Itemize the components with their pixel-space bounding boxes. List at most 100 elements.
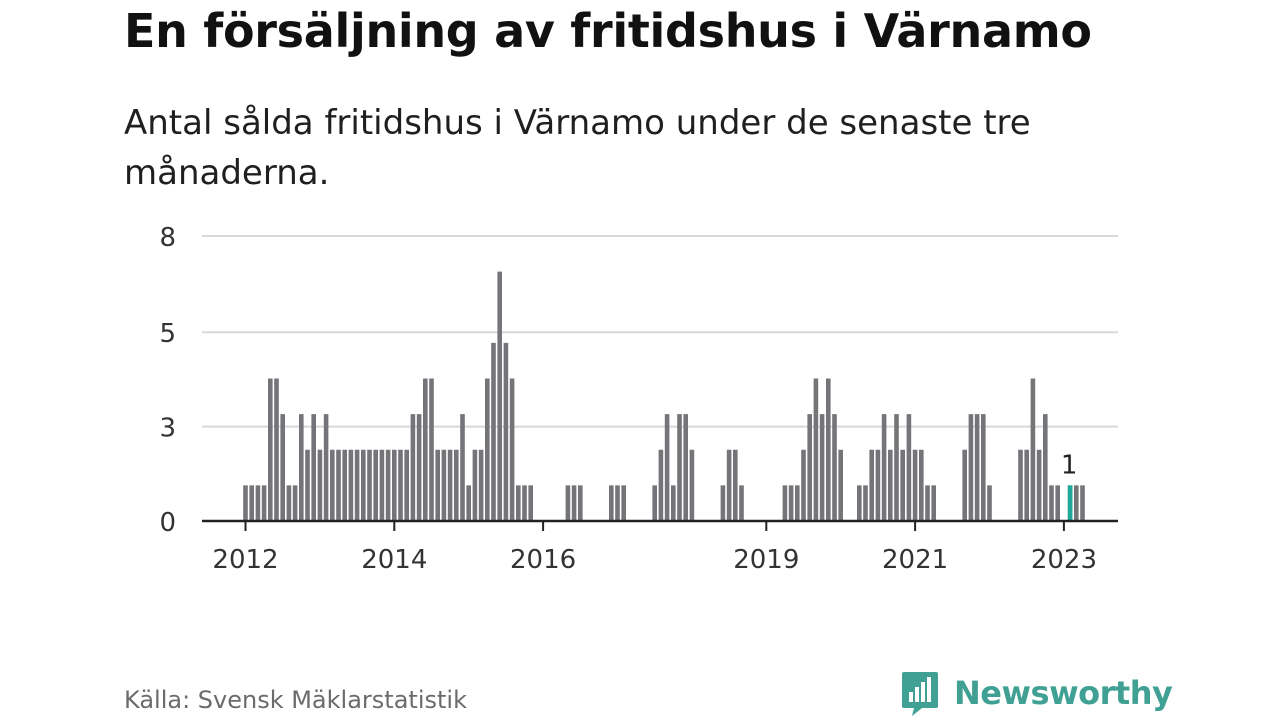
newsworthy-logo: Newsworthy <box>900 668 1173 718</box>
bar <box>280 414 285 521</box>
bar <box>429 378 434 521</box>
bars <box>243 271 1085 521</box>
bar <box>838 449 843 521</box>
bar <box>485 378 490 521</box>
bar <box>305 449 310 521</box>
bar <box>1036 449 1042 521</box>
bar <box>1080 485 1085 521</box>
bar <box>733 449 738 521</box>
bar <box>404 449 409 521</box>
bar <box>373 449 378 521</box>
bar <box>795 485 800 521</box>
bar <box>317 449 323 521</box>
bar <box>981 414 986 521</box>
bar <box>912 449 918 521</box>
x-axis: 2012 2014 2016 2019 2021 2023 <box>202 519 1118 575</box>
highlight-value-label: 1 <box>1061 450 1078 480</box>
x-tick-label: 2021 <box>882 545 948 575</box>
brand-name: Newsworthy <box>954 674 1173 712</box>
bar <box>782 485 788 521</box>
bar <box>361 449 366 521</box>
bar <box>1049 485 1054 521</box>
bar <box>615 485 620 521</box>
highlight-bar <box>1067 485 1073 521</box>
bar <box>342 449 347 521</box>
bar <box>968 414 974 521</box>
bar <box>286 485 292 521</box>
x-tick-label: 2023 <box>1031 545 1097 575</box>
bar <box>528 485 533 521</box>
bar <box>509 378 515 521</box>
bar <box>472 449 478 521</box>
bar <box>255 485 261 521</box>
annotations: 1 <box>1061 450 1078 480</box>
bar <box>1024 449 1029 521</box>
bar <box>466 485 471 521</box>
bar <box>354 449 360 521</box>
y-axis: 8 5 3 0 <box>159 223 176 538</box>
bar <box>491 342 496 521</box>
bar <box>516 485 521 521</box>
bar <box>683 414 688 521</box>
bar <box>826 378 831 521</box>
bar <box>720 485 726 521</box>
bar <box>962 449 967 521</box>
bar-chart: 8 5 3 0 2012 2014 2016 2019 2021 2023 1 <box>159 223 1118 575</box>
bar <box>348 449 354 521</box>
x-tick-label: 2016 <box>510 545 576 575</box>
bar <box>423 378 428 521</box>
bar <box>441 449 447 521</box>
bar <box>274 378 279 521</box>
bar <box>292 485 298 521</box>
bar <box>311 414 316 521</box>
bar <box>906 414 912 521</box>
chart-subtitle: Antal sålda fritidshus i Värnamo under d… <box>124 103 1031 193</box>
x-tick-label: 2019 <box>733 545 799 575</box>
bar <box>571 485 577 521</box>
bar <box>1055 485 1060 521</box>
newsworthy-logo-icon <box>902 672 938 716</box>
bar <box>671 485 676 521</box>
bar <box>875 449 881 521</box>
y-tick-label: 3 <box>159 414 176 444</box>
bar <box>299 414 304 521</box>
bar <box>268 378 273 521</box>
bar <box>1018 449 1023 521</box>
bar <box>609 485 614 521</box>
bar <box>416 414 422 521</box>
x-tick-label: 2012 <box>212 545 278 575</box>
bar <box>881 414 887 521</box>
bar <box>739 485 744 521</box>
bar <box>677 414 682 521</box>
bar <box>454 449 459 521</box>
bar <box>385 449 391 521</box>
bar <box>323 414 329 521</box>
bar <box>863 485 868 521</box>
bar <box>925 485 930 521</box>
y-tick-label: 0 <box>159 508 176 538</box>
bar <box>565 485 571 521</box>
bar <box>330 449 335 521</box>
bar <box>894 414 899 521</box>
bar <box>807 414 812 521</box>
gridlines <box>202 235 1118 428</box>
y-tick-label: 8 <box>159 223 176 253</box>
bar <box>398 449 403 521</box>
bar <box>919 449 924 521</box>
bar <box>460 414 465 521</box>
bar <box>379 449 385 521</box>
bar <box>832 414 837 521</box>
chart-title: En försäljning av fritidshus i Värnamo <box>124 4 1092 58</box>
y-tick-label: 5 <box>159 319 176 349</box>
bar <box>621 485 626 521</box>
bar <box>410 414 416 521</box>
bar <box>931 485 936 521</box>
bar <box>249 485 254 521</box>
bar <box>1043 414 1048 521</box>
bar <box>888 449 893 521</box>
bar <box>336 449 341 521</box>
x-tick-label: 2014 <box>361 545 427 575</box>
source-note: Källa: Svensk Mäklarstatistik <box>124 686 467 714</box>
bar <box>367 449 372 521</box>
bar <box>503 342 509 521</box>
